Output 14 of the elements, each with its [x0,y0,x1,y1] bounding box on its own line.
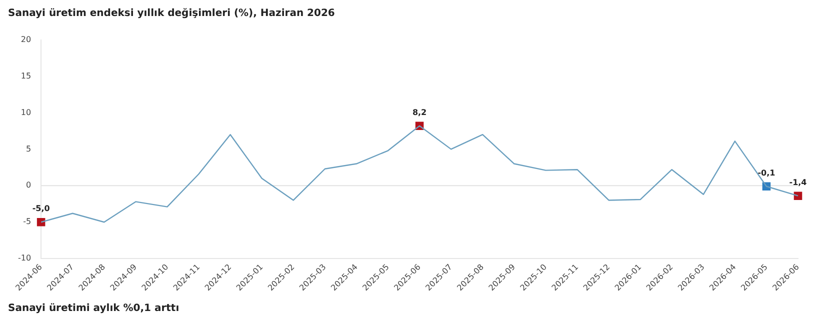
text: Sanayi üretimi aylık %0,1 arttı [8,303,180,314]
y-tick-label: 5 [26,144,32,154]
y-tick-label: 0 [26,180,32,190]
y-tick-label: 20 [20,34,32,44]
y-tick-label: 10 [20,108,32,117]
data-label: -0,1 [758,168,776,178]
y-tick-label: -10 [18,254,32,263]
chart-title: Sanayi üretim endeksi yıllık değişimleri (%), Haziran 2026 [8,8,336,19]
data-label: -5,0 [32,204,50,214]
point [794,192,802,200]
y-tick-label: -5 [23,217,32,226]
data-label: -1,4 [789,178,808,187]
data-label: 8,2 [412,108,427,117]
y-tick-label: 15 [20,71,32,80]
